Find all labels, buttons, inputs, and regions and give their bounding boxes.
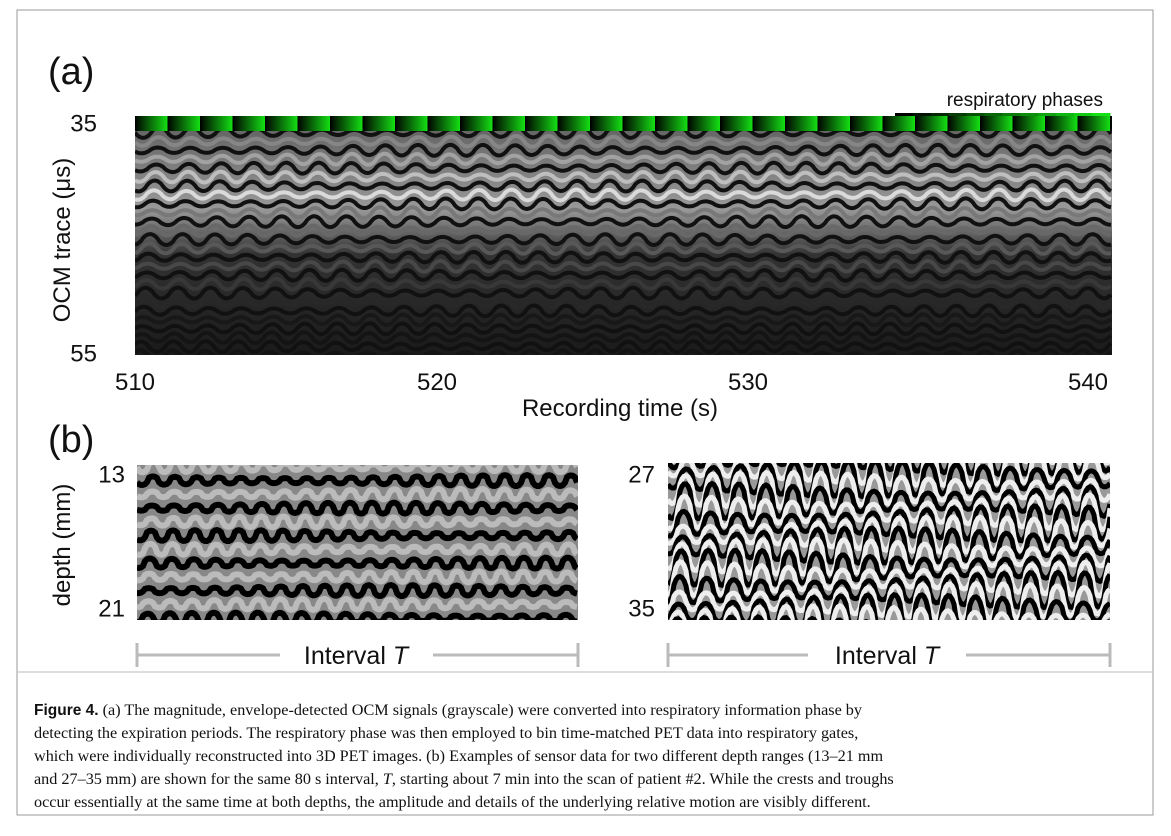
sensor-traces-left <box>137 465 578 620</box>
trace <box>668 463 1110 500</box>
x-tick-label: 520 <box>417 369 457 396</box>
trace <box>135 131 1112 140</box>
trace <box>668 463 1110 489</box>
y-tick-label: 55 <box>70 340 97 367</box>
trace <box>668 547 1110 589</box>
sensor-traces-right <box>668 463 1110 620</box>
trace <box>135 160 1112 176</box>
trace <box>135 214 1112 230</box>
x-axis-label: Recording time (s) <box>522 395 718 422</box>
phase-strip <box>135 116 1112 131</box>
interval-text: Interval <box>304 642 386 670</box>
trace <box>135 187 1112 203</box>
caption-label: Figure 4. <box>34 702 99 719</box>
trace <box>135 232 1112 248</box>
interval-symbol: T <box>924 642 941 670</box>
caption-line: detecting the expiration periods. The re… <box>34 724 858 743</box>
trace <box>135 205 1112 221</box>
trace <box>135 133 1112 149</box>
trace <box>668 463 1110 478</box>
trace <box>137 485 578 503</box>
figure-frame <box>16 9 1154 816</box>
y-tick-label: 27 <box>628 461 655 488</box>
trace <box>668 469 1110 511</box>
caption-text: , starting about 7 min into the scan of … <box>391 770 894 788</box>
trace <box>135 303 1112 319</box>
trace <box>668 480 1110 522</box>
trace <box>135 312 1112 328</box>
trace <box>669 602 1110 620</box>
caption-line: and 27–35 mm) are shown for the same 80 … <box>34 770 894 789</box>
trace <box>137 540 578 558</box>
trace <box>135 223 1112 239</box>
caption-text: occur essentially at the same time at bo… <box>34 793 871 811</box>
x-tick-label: 540 <box>1068 369 1108 396</box>
colorbar-label: respiratory phases <box>947 90 1103 111</box>
interval-label: Interval T <box>304 642 410 670</box>
trace <box>135 276 1112 292</box>
trace <box>668 503 1110 544</box>
trace <box>135 258 1112 274</box>
trace <box>668 559 1110 599</box>
trace <box>137 513 578 531</box>
trace <box>668 591 1110 620</box>
caption-line: which were individually reconstructed in… <box>34 747 883 766</box>
trace <box>137 472 578 489</box>
caption-text: detecting the expiration periods. The re… <box>34 724 859 742</box>
trace <box>137 582 578 600</box>
trace <box>137 568 578 586</box>
trace <box>668 492 1110 533</box>
trace <box>135 294 1112 310</box>
trace <box>137 527 578 544</box>
y-tick-label: 35 <box>70 110 97 137</box>
trace <box>137 465 578 476</box>
trace <box>135 321 1112 337</box>
trace <box>137 595 578 613</box>
panel-label: (a) <box>48 51 94 93</box>
caption-line: occur essentially at the same time at bo… <box>34 793 871 812</box>
trace <box>135 348 1112 355</box>
caption-text: and 27–35 mm) are shown for the same 80 … <box>34 770 383 788</box>
trace <box>135 249 1112 265</box>
trace <box>135 169 1112 185</box>
x-tick-label: 510 <box>115 369 155 396</box>
caption-symbol: T <box>382 770 392 788</box>
trace <box>135 151 1112 167</box>
trace <box>672 463 1110 466</box>
panel-label: (b) <box>48 419 94 461</box>
trace <box>135 330 1112 346</box>
trace <box>135 240 1112 256</box>
caption-line: Figure 4. (a) The magnitude, envelope-de… <box>34 701 862 720</box>
y-tick-label: 21 <box>98 595 125 622</box>
trace <box>135 339 1112 355</box>
caption-text: (a) The magnitude, envelope-detected OCM… <box>102 701 862 719</box>
trace <box>135 178 1112 194</box>
interval-text: Interval <box>835 642 917 670</box>
caption-text: which were individually reconstructed in… <box>34 747 884 765</box>
trace <box>135 267 1112 283</box>
y-axis-label: depth (mm) <box>49 484 76 607</box>
trace <box>135 142 1112 158</box>
interval-label: Interval T <box>835 642 941 670</box>
trace <box>137 499 578 517</box>
y-tick-label: 13 <box>98 461 125 488</box>
interval-bar <box>135 643 1112 667</box>
y-tick-label: 35 <box>628 595 655 622</box>
interval-symbol: T <box>393 642 410 670</box>
x-tick-label: 530 <box>728 369 768 396</box>
y-axis-label: OCM trace (μs) <box>49 158 76 323</box>
trace <box>137 609 578 620</box>
trace <box>135 196 1112 212</box>
ocm-traces <box>135 131 1112 355</box>
trace <box>137 554 578 572</box>
trace <box>135 285 1112 301</box>
